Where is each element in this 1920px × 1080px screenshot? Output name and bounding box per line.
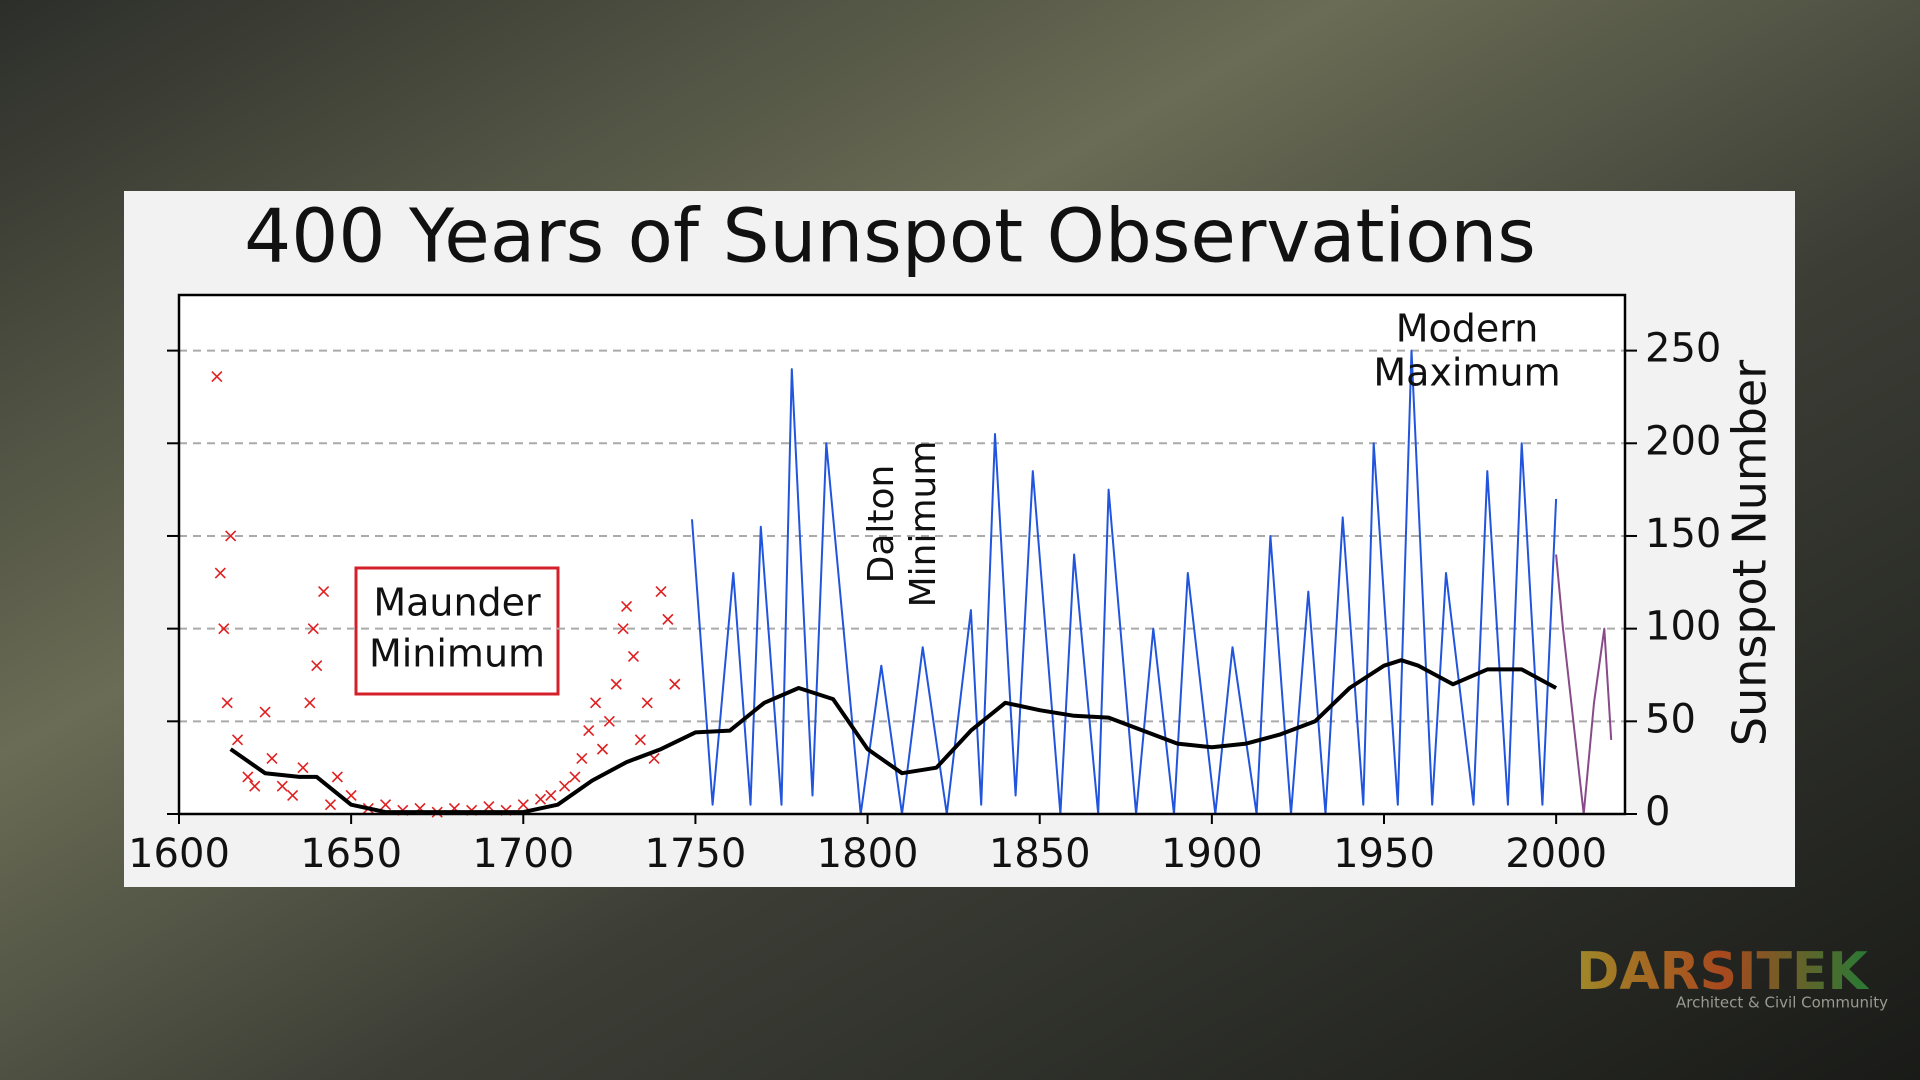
scatter-point: [655, 586, 667, 598]
scatter-point: [231, 734, 244, 746]
x-tick-label: 2000: [1505, 831, 1607, 877]
annotation: Minimum: [369, 632, 545, 676]
scatter-point: [287, 789, 299, 802]
y-tick-label: 150: [1645, 511, 1721, 557]
y-axis-label: Sunspot Number: [1723, 360, 1777, 746]
scatter-point: [218, 623, 230, 635]
scatter-point: [610, 678, 622, 690]
annotation: Maunder: [373, 581, 541, 625]
plot-frame: [177, 293, 1627, 816]
y-tick-label: 50: [1645, 696, 1696, 742]
plot: 0 50 100 150 200 250 1600 1650 1700 1750 1800 1850 1…: [128, 307, 1721, 878]
x-tick-label: 1650: [300, 831, 402, 877]
x-tick-label: 1750: [645, 831, 747, 877]
scatter-point: [583, 725, 595, 737]
scatter-point: [276, 780, 288, 792]
scatter-point: [380, 799, 392, 811]
scatter-point: [603, 715, 615, 727]
y-tick-label: 100: [1645, 604, 1721, 650]
data-line: [1555, 554, 1613, 815]
scatter-point: [318, 586, 330, 598]
trend-line: [229, 658, 1558, 815]
annotation: Modern: [1396, 307, 1539, 351]
annotation: Minimum: [903, 441, 944, 608]
plot-area: [179, 295, 1625, 814]
y-tick-label: 250: [1645, 326, 1721, 372]
scatter-point: [242, 771, 254, 783]
scatter-point: [627, 650, 640, 663]
scatter-point: [331, 771, 343, 783]
scatter-point: [534, 793, 547, 805]
x-tick-label: 1700: [472, 831, 574, 877]
x-tick-label: 1900: [1161, 831, 1263, 877]
scatter-point: [483, 801, 495, 813]
chart-title: 400 Years of Sunspot Observations: [244, 194, 1536, 280]
scatter-point: [266, 752, 278, 764]
scatter-point: [324, 799, 337, 811]
scatter-point: [621, 600, 633, 612]
scatter-point: [225, 530, 237, 542]
scatter-point: [596, 743, 609, 755]
scatter-point: [221, 697, 233, 709]
scatter-point: [559, 780, 571, 792]
scatter-point: [345, 789, 357, 802]
x-tick-label: 1800: [817, 831, 919, 877]
scatter-point: [617, 623, 629, 635]
scatter-point: [214, 567, 226, 579]
scatter-point: [211, 370, 223, 383]
annotation: Maximum: [1373, 351, 1560, 395]
scatter-point: [576, 752, 588, 764]
scatter-point: [662, 613, 674, 625]
scatter-point: [545, 789, 557, 802]
watermark-brand: DARSITEK: [1576, 942, 1869, 1002]
annotation-box: [354, 566, 560, 696]
scatter-point: [304, 697, 316, 709]
x-tick-label: 1950: [1333, 831, 1435, 877]
scatter-point: [517, 799, 529, 811]
x-tick-label: 1600: [128, 831, 230, 877]
y-tick-label: 200: [1645, 418, 1721, 464]
scatter-point: [569, 771, 581, 783]
scatter-point: [634, 734, 646, 746]
scatter-point: [297, 762, 309, 774]
scatter-point: [307, 623, 319, 635]
annotation: Dalton: [861, 465, 902, 584]
scatter-point: [641, 697, 653, 709]
scatter-point: [669, 678, 681, 690]
scatter-point: [249, 780, 261, 792]
y-tick-label: 0: [1645, 789, 1670, 835]
x-tick-label: 1850: [989, 831, 1091, 877]
scatter-point: [259, 706, 271, 718]
scatter-point: [311, 660, 323, 672]
watermark-tagline: Architect & Civil Community: [1676, 994, 1888, 1012]
scatter-point: [590, 697, 602, 709]
